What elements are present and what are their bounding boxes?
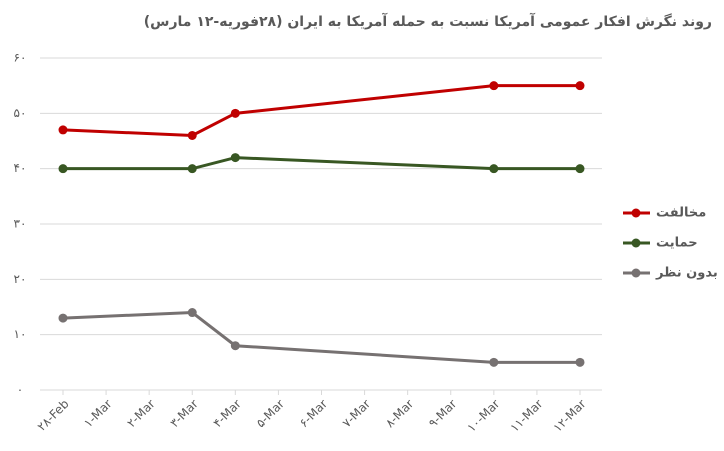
x-tick-label: ۸-Mar [383, 397, 417, 431]
data-point [58, 164, 68, 174]
data-point [187, 308, 197, 318]
series-line [62, 84, 580, 137]
data-point [187, 164, 197, 174]
x-tick-label: ۴-Mar [210, 397, 244, 431]
legend-marker [631, 268, 641, 278]
x-tick-label: ۲-Mar [124, 397, 158, 431]
y-tick-label: ۴۰ [14, 161, 27, 175]
x-tick-label: ۳-Mar [167, 397, 201, 431]
x-tick-label: ۷-Mar [340, 397, 374, 431]
y-tick-label: ۶۰ [14, 51, 27, 65]
data-point [489, 357, 499, 367]
data-point [575, 81, 585, 91]
data-point [58, 125, 68, 135]
x-tick-label: ۱۱-Mar [507, 397, 545, 435]
series-line [63, 156, 580, 171]
data-point [575, 164, 585, 174]
y-tick-label: ۵۰ [14, 106, 27, 120]
x-tick-label: ۵-Mar [253, 397, 287, 431]
data-point [489, 164, 499, 174]
legend-label: بدون نظر [655, 266, 718, 281]
data-point [230, 153, 240, 163]
legend-marker [631, 238, 641, 248]
data-point [489, 81, 499, 91]
x-tick-label: ۱۲-Mar [551, 397, 589, 435]
data-point [230, 108, 240, 118]
x-tick-label: ۱-Mar [81, 397, 115, 431]
legend-label: مخالفت [656, 206, 706, 221]
x-tick-label: ۶-Mar [297, 397, 331, 431]
x-tick-label: ۲۸-Feb [34, 397, 71, 434]
series-line [62, 311, 580, 364]
y-tick-label: ۳۰ [14, 217, 27, 231]
chart-title: روند نگرش افکار عمومی آمریکا نسبت به حمل… [144, 12, 712, 30]
y-tick-label: ۱۰ [14, 327, 27, 341]
x-tick-label: ۹-Mar [426, 397, 460, 431]
data-point [58, 313, 68, 323]
legend-label: حمایت [656, 236, 698, 251]
data-point [575, 357, 585, 367]
legend-marker [631, 208, 641, 218]
data-point [230, 341, 240, 351]
y-tick-label: ۰ [17, 383, 23, 397]
y-tick-label: ۲۰ [14, 272, 27, 286]
x-tick-label: ۱۰-Mar [464, 397, 502, 435]
data-point [187, 130, 197, 140]
